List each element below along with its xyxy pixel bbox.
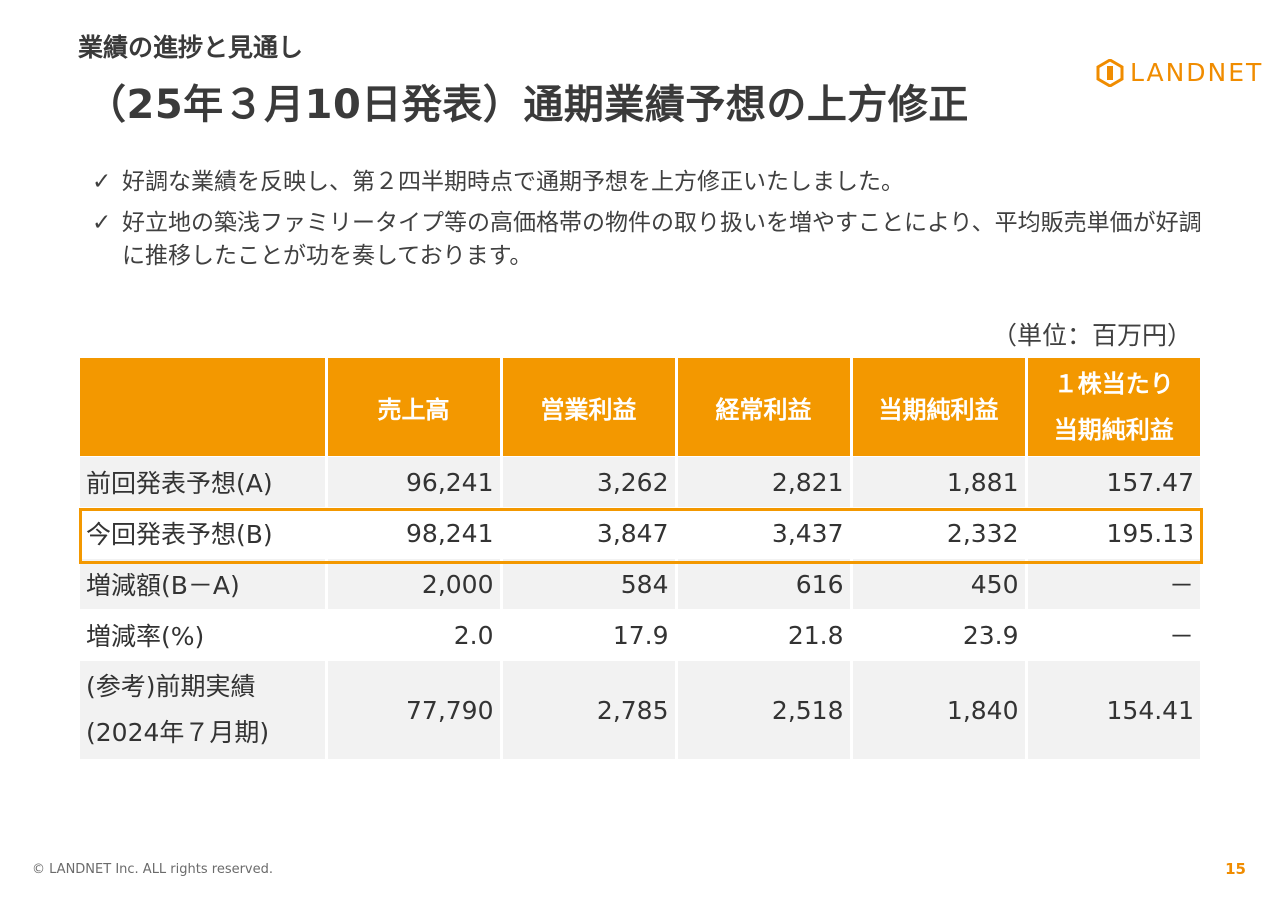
table-row: 前回発表予想(A) 96,241 3,262 2,821 1,881 157.4… [80,456,1200,508]
table-row-highlighted: 今回発表予想(B) 98,241 3,847 3,437 2,332 195.1… [80,507,1200,559]
table-row: 増減額(B－A) 2,000 584 616 450 － [80,558,1200,610]
header-eps-line2: 当期純利益 [1053,416,1174,444]
company-logo: LANDNET [1096,58,1263,87]
table-row-prior-year: (参考)前期実績 (2024年７月期) 77,790 2,785 2,518 1… [80,660,1200,759]
table-cell: 2,518 [674,660,851,759]
row-label: 今回発表予想(B) [80,507,326,559]
bullet-item: ✓ 好調な業績を反映し、第２四半期時点で通期予想を上方修正いたしました。 [92,166,1212,199]
check-icon: ✓ [92,210,112,236]
table-cell: 21.8 [674,609,851,661]
header-cell-empty [80,358,326,457]
header-cell-net-income: 当期純利益 [849,358,1026,457]
table-cell: 17.9 [499,609,676,661]
page-title: （25年３月10日発表）通期業績予想の上方修正 [86,82,969,128]
landnet-logo-icon [1096,58,1124,87]
table-cell: 3,437 [674,507,851,559]
table-cell: 2,000 [324,558,501,610]
header-cell-ordinary-income: 経常利益 [674,358,851,457]
table-cell: 3,262 [499,456,676,508]
table-cell: 195.13 [1024,507,1200,559]
row-label: 前回発表予想(A) [80,456,326,508]
table-cell: 96,241 [324,456,501,508]
bullet-text: 好立地の築浅ファミリータイプ等の高価格帯の物件の取り扱いを増やすことにより、平均… [122,210,1202,269]
table-cell: 616 [674,558,851,610]
row-label: (参考)前期実績 (2024年７月期) [80,660,326,759]
copyright: © LANDNET Inc. ALL rights reserved. [32,862,274,877]
section-subtitle: 業績の進捗と見通し [78,33,304,62]
table-cell: 98,241 [324,507,501,559]
table-cell: 154.41 [1024,660,1200,759]
table-cell: 3,847 [499,507,676,559]
table-header-row: 売上高 営業利益 経常利益 当期純利益 １株当たり 当期純利益 [80,358,1200,457]
bullet-item: ✓ 好立地の築浅ファミリータイプ等の高価格帯の物件の取り扱いを増やすことにより、… [92,207,1212,273]
header-eps-line1: １株当たり [1053,370,1174,398]
table-cell: 77,790 [324,660,501,759]
table-cell: 2.0 [324,609,501,661]
header-cell-sales: 売上高 [324,358,501,457]
page-number: 15 [1225,860,1246,878]
table-cell: － [1024,609,1200,661]
table-cell: 2,332 [849,507,1026,559]
bullet-list: ✓ 好調な業績を反映し、第２四半期時点で通期予想を上方修正いたしました。 ✓ 好… [92,166,1212,281]
row-label-line1: (参考)前期実績 [86,672,256,701]
table-row: 増減率(%) 2.0 17.9 21.8 23.9 － [80,609,1200,661]
logo-text: LANDNET [1130,58,1264,87]
table-cell: － [1024,558,1200,610]
row-label-line2: (2024年７月期) [86,718,270,747]
table-cell: 584 [499,558,676,610]
check-icon: ✓ [92,169,112,195]
forecast-table: 売上高 営業利益 経常利益 当期純利益 １株当たり 当期純利益 前回発表予想(A… [80,358,1200,759]
unit-label: （単位：百万円） [991,321,1192,350]
row-label: 増減率(%) [80,609,326,661]
table-cell: 23.9 [849,609,1026,661]
table-cell: 2,785 [499,660,676,759]
header-cell-eps: １株当たり 当期純利益 [1024,358,1200,457]
header-cell-operating-income: 営業利益 [499,358,676,457]
table-cell: 157.47 [1024,456,1200,508]
table-cell: 2,821 [674,456,851,508]
table-cell: 1,840 [849,660,1026,759]
table-cell: 450 [849,558,1026,610]
row-label: 増減額(B－A) [80,558,326,610]
bullet-text: 好調な業績を反映し、第２四半期時点で通期予想を上方修正いたしました。 [122,169,904,195]
table-cell: 1,881 [849,456,1026,508]
